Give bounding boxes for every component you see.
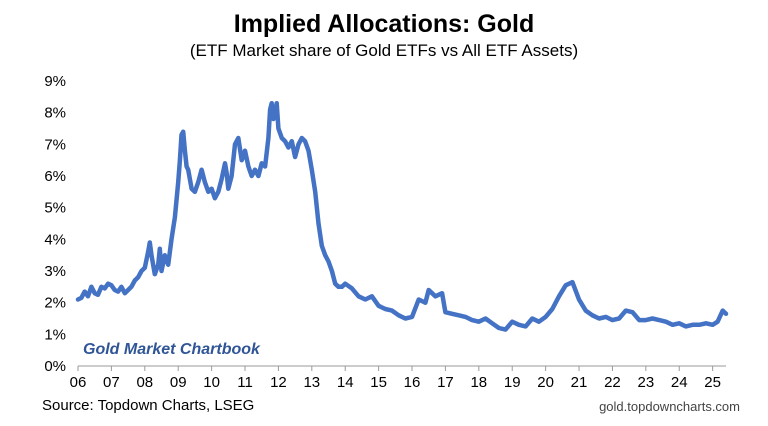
x-tick-label: 21 xyxy=(571,374,588,391)
y-tick-label: 3% xyxy=(44,263,66,280)
y-tick-label: 8% xyxy=(44,105,66,122)
x-tick-label: 06 xyxy=(70,374,87,391)
y-tick-label: 0% xyxy=(44,358,66,375)
x-tick-label: 08 xyxy=(136,374,153,391)
x-tick-label: 24 xyxy=(671,374,688,391)
chart-subtitle: (ETF Market share of Gold ETFs vs All ET… xyxy=(189,41,579,60)
site-label: gold.topdowncharts.com xyxy=(599,399,740,414)
x-tick-label: 25 xyxy=(704,374,721,391)
y-tick-label: 1% xyxy=(44,326,66,343)
y-tick-label: 4% xyxy=(44,231,66,248)
x-tick-label: 12 xyxy=(270,374,287,391)
y-tick-label: 5% xyxy=(44,200,66,217)
x-axis-ticks: 06 07 08 09 10 11 12 13 14 15 16 17 18 19 20 21 22 23 24 25 xyxy=(70,366,721,391)
x-tick-label: 19 xyxy=(504,374,521,391)
y-tick-label: 9% xyxy=(44,73,66,90)
y-axis-ticks: 0% 1% 2% 3% 4% 5% 6% 7% 8% 9% xyxy=(44,73,66,375)
y-tick-label: 7% xyxy=(44,136,66,153)
chart-title: Implied Allocations: Gold xyxy=(233,10,535,38)
series-line xyxy=(75,100,729,332)
x-tick-label: 16 xyxy=(404,374,421,391)
x-tick-label: 07 xyxy=(103,374,120,391)
x-tick-label: 23 xyxy=(637,374,654,391)
x-tick-label: 09 xyxy=(170,374,187,391)
x-tick-label: 13 xyxy=(303,374,320,391)
x-tick-label: 20 xyxy=(537,374,554,391)
x-tick-label: 15 xyxy=(370,374,387,391)
x-tick-label: 22 xyxy=(604,374,621,391)
x-tick-label: 11 xyxy=(237,374,253,391)
x-tick-label: 18 xyxy=(470,374,487,391)
source-note: Source: Topdown Charts, LSEG xyxy=(42,397,255,414)
y-tick-label: 2% xyxy=(44,295,66,312)
x-tick-label: 17 xyxy=(437,374,454,391)
watermark-label: Gold Market Chartbook xyxy=(83,341,261,358)
x-tick-label: 14 xyxy=(337,374,354,391)
x-tick-label: 10 xyxy=(203,374,220,391)
y-tick-label: 6% xyxy=(44,168,66,185)
